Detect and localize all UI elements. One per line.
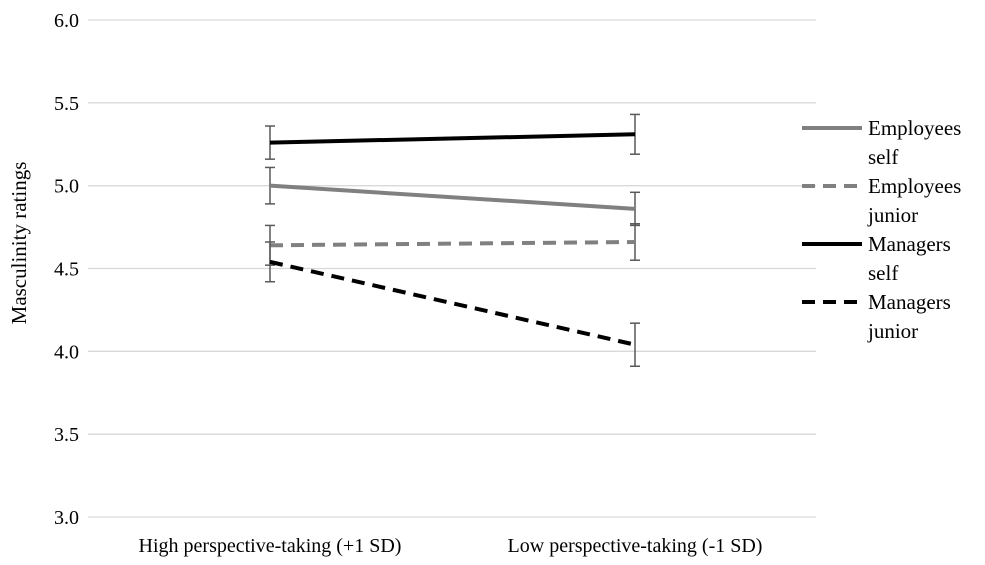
y-tick-label: 4.5 [54, 259, 79, 281]
x-tick-label: High perspective-taking (+1 SD) [139, 535, 402, 557]
legend-item: Managers junior [802, 290, 951, 343]
x-tick-label: Low perspective-taking (-1 SD) [508, 535, 763, 557]
series-group [265, 113, 640, 160]
legend-label: Managers junior [867, 290, 951, 343]
error-bar [265, 166, 275, 205]
legend-label: Employees junior [867, 174, 961, 227]
error-bar [630, 322, 640, 367]
y-tick-label: 3.0 [54, 507, 79, 529]
legend-item: Employees junior [802, 174, 961, 227]
series [265, 113, 640, 367]
series-group [265, 166, 640, 227]
gridlines [88, 19, 816, 518]
series-line [269, 183, 636, 211]
y-axis-title: Masculinity ratings [7, 162, 31, 325]
x-axis-ticks: High perspective-taking (+1 SD) Low persp… [139, 535, 763, 557]
series-group [265, 241, 640, 367]
legend-item: Managers self [802, 232, 951, 285]
series-line [269, 259, 636, 347]
legend-label: Managers self [868, 232, 951, 285]
y-tick-label: 4.0 [54, 341, 79, 363]
series-line [269, 132, 636, 145]
y-tick-label: 5.5 [54, 93, 79, 115]
legend-label: Employees self [868, 116, 961, 169]
y-tick-label: 5.0 [54, 176, 79, 198]
legend-item: Employees self [802, 116, 961, 169]
series-line [269, 239, 636, 248]
y-tick-label: 6.0 [54, 10, 79, 32]
y-axis-ticks: 3.0 3.5 4.0 4.5 5.0 5.5 6.0 [54, 10, 79, 529]
series-group [265, 223, 640, 266]
y-tick-label: 3.5 [54, 424, 79, 446]
